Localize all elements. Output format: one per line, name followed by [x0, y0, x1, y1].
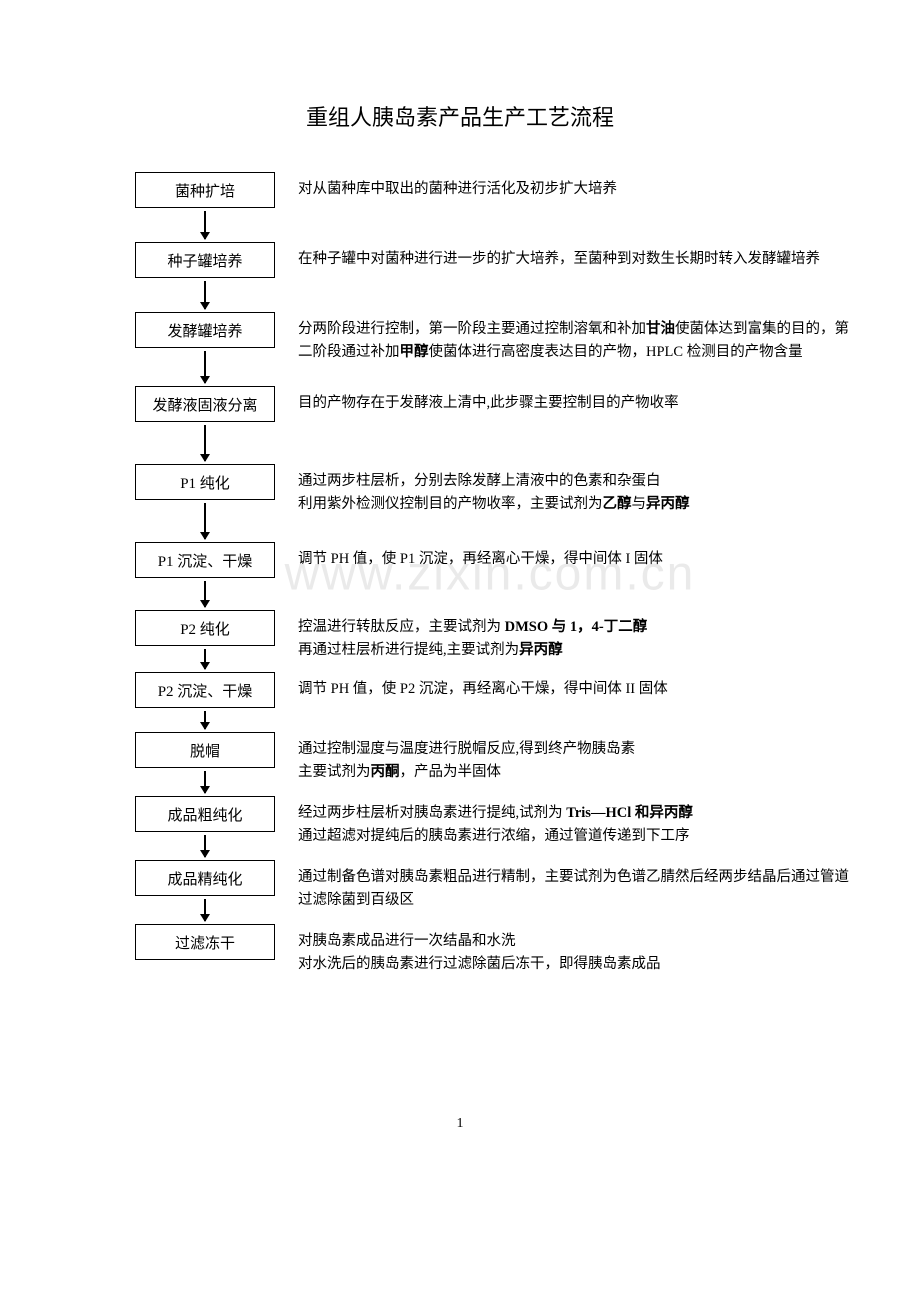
flow-description: 通过制备色谱对胰岛素粗品进行精制，主要试剂为色谱乙腈然后经两步结晶后通过管道过滤…	[290, 860, 850, 912]
flow-node: 脱帽	[135, 732, 275, 768]
flow-step: 成品粗纯化经过两步柱层析对胰岛素进行提纯,试剂为 Tris—HCl 和异丙醇通过…	[120, 796, 860, 860]
flow-description: 经过两步柱层析对胰岛素进行提纯,试剂为 Tris—HCl 和异丙醇通过超滤对提纯…	[290, 796, 693, 848]
flow-node: 发酵罐培养	[135, 312, 275, 348]
flow-step: P1 纯化通过两步柱层析，分别去除发酵上清液中的色素和杂蛋白利用紫外检测仪控制目…	[120, 464, 860, 542]
flow-description: 对从菌种库中取出的菌种进行活化及初步扩大培养	[290, 172, 617, 201]
flow-step: 过滤冻干对胰岛素成品进行一次结晶和水洗对水洗后的胰岛素进行过滤除菌后冻干，即得胰…	[120, 924, 860, 976]
flow-arrow	[204, 281, 206, 309]
flow-step: 发酵液固液分离目的产物存在于发酵液上清中,此步骤主要控制目的产物收率	[120, 386, 860, 464]
flow-step: 成品精纯化通过制备色谱对胰岛素粗品进行精制，主要试剂为色谱乙腈然后经两步结晶后通…	[120, 860, 860, 924]
flow-description: 通过两步柱层析，分别去除发酵上清液中的色素和杂蛋白利用紫外检测仪控制目的产物收率…	[290, 464, 690, 516]
flow-step: P2 纯化控温进行转肽反应，主要试剂为 DMSO 与 1，4-丁二醇再通过柱层析…	[120, 610, 860, 672]
flow-description: 控温进行转肽反应，主要试剂为 DMSO 与 1，4-丁二醇再通过柱层析进行提纯,…	[290, 610, 647, 662]
flow-node: 菌种扩培	[135, 172, 275, 208]
flow-step: 发酵罐培养分两阶段进行控制，第一阶段主要通过控制溶氧和补加甘油使菌体达到富集的目…	[120, 312, 860, 386]
flow-step: P1 沉淀、干燥调节 PH 值，使 P1 沉淀，再经离心干燥，得中间体 I 固体	[120, 542, 860, 610]
flow-arrow	[204, 899, 206, 921]
flow-node: 成品粗纯化	[135, 796, 275, 832]
flow-node: 成品精纯化	[135, 860, 275, 896]
flow-description: 调节 PH 值，使 P1 沉淀，再经离心干燥，得中间体 I 固体	[290, 542, 663, 571]
flow-description: 对胰岛素成品进行一次结晶和水洗对水洗后的胰岛素进行过滤除菌后冻干，即得胰岛素成品	[290, 924, 661, 976]
flow-arrow	[204, 503, 206, 539]
flow-node: 种子罐培养	[135, 242, 275, 278]
flow-arrow	[204, 351, 206, 383]
flow-node: P1 纯化	[135, 464, 275, 500]
page-title: 重组人胰岛素产品生产工艺流程	[60, 100, 860, 132]
flow-node: 过滤冻干	[135, 924, 275, 960]
flow-node: P2 纯化	[135, 610, 275, 646]
flow-description: 分两阶段进行控制，第一阶段主要通过控制溶氧和补加甘油使菌体达到富集的目的，第二阶…	[290, 312, 850, 364]
page-number: 1	[60, 1116, 860, 1132]
flowchart-container: www.zixin.com.cn 菌种扩培对从菌种库中取出的菌种进行活化及初步扩…	[120, 172, 860, 976]
flow-description: 通过控制湿度与温度进行脱帽反应,得到终产物胰岛素主要试剂为丙酮，产品为半固体	[290, 732, 635, 784]
flow-step: 脱帽通过控制湿度与温度进行脱帽反应,得到终产物胰岛素主要试剂为丙酮，产品为半固体	[120, 732, 860, 796]
flow-node: 发酵液固液分离	[135, 386, 275, 422]
flow-node: P2 沉淀、干燥	[135, 672, 275, 708]
flow-description: 在种子罐中对菌种进行进一步的扩大培养，至菌种到对数生长期时转入发酵罐培养	[290, 242, 820, 271]
flow-node: P1 沉淀、干燥	[135, 542, 275, 578]
flow-arrow	[204, 211, 206, 239]
flow-description: 目的产物存在于发酵液上清中,此步骤主要控制目的产物收率	[290, 386, 679, 415]
flow-arrow	[204, 771, 206, 793]
flow-arrow	[204, 581, 206, 607]
flow-step: 菌种扩培对从菌种库中取出的菌种进行活化及初步扩大培养	[120, 172, 860, 242]
flow-arrow	[204, 649, 206, 669]
flow-step: 种子罐培养在种子罐中对菌种进行进一步的扩大培养，至菌种到对数生长期时转入发酵罐培…	[120, 242, 860, 312]
flow-arrow	[204, 711, 206, 729]
flow-arrow	[204, 835, 206, 857]
flow-arrow	[204, 425, 206, 461]
flow-description: 调节 PH 值，使 P2 沉淀，再经离心干燥，得中间体 II 固体	[290, 672, 668, 701]
flow-step: P2 沉淀、干燥调节 PH 值，使 P2 沉淀，再经离心干燥，得中间体 II 固…	[120, 672, 860, 732]
